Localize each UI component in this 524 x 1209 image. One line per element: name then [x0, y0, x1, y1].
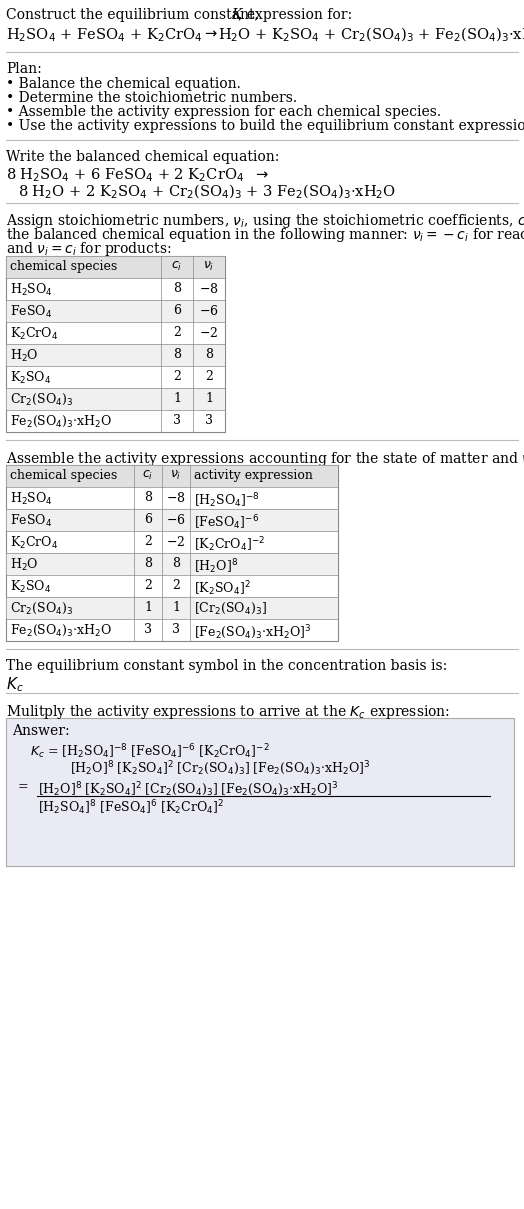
Text: K$_2$CrO$_4$: K$_2$CrO$_4$	[10, 326, 58, 342]
Text: Fe$_2$(SO$_4$)$_3$$\cdot$xH$_2$O: Fe$_2$(SO$_4$)$_3$$\cdot$xH$_2$O	[10, 623, 112, 638]
Text: [Fe$_2$(SO$_4$)$_3$$\cdot$xH$_2$O]$^3$: [Fe$_2$(SO$_4$)$_3$$\cdot$xH$_2$O]$^3$	[194, 623, 312, 641]
Text: K$_2$CrO$_4$: K$_2$CrO$_4$	[10, 536, 58, 551]
Text: Assign stoichiometric numbers, $\nu_i$, using the stoichiometric coefficients, $: Assign stoichiometric numbers, $\nu_i$, …	[6, 212, 524, 230]
Text: 8: 8	[173, 348, 181, 361]
Text: $c_i$: $c_i$	[171, 260, 183, 273]
Text: 2: 2	[144, 579, 152, 592]
Text: 6: 6	[144, 513, 152, 526]
Text: $-$2: $-$2	[200, 326, 219, 340]
Text: H$_2$SO$_4$: H$_2$SO$_4$	[10, 282, 53, 299]
Text: [FeSO$_4$]$^{-6}$: [FeSO$_4$]$^{-6}$	[194, 513, 259, 532]
Text: 2: 2	[173, 370, 181, 383]
Text: H$_2$SO$_4$ + FeSO$_4$ + K$_2$CrO$_4$: H$_2$SO$_4$ + FeSO$_4$ + K$_2$CrO$_4$	[6, 27, 202, 44]
Text: 2: 2	[173, 326, 181, 339]
Bar	[6, 256, 225, 432]
Text: 1: 1	[205, 392, 213, 405]
Text: FeSO$_4$: FeSO$_4$	[10, 303, 52, 320]
Text: 1: 1	[173, 392, 181, 405]
Text: [H$_2$O]$^8$: [H$_2$O]$^8$	[194, 557, 238, 575]
Text: 8: 8	[144, 491, 152, 504]
Text: 1: 1	[172, 601, 180, 614]
Text: [K$_2$CrO$_4$]$^{-2}$: [K$_2$CrO$_4$]$^{-2}$	[194, 536, 265, 554]
Text: 8: 8	[205, 348, 213, 361]
Text: 2: 2	[172, 579, 180, 592]
Text: [K$_2$SO$_4$]$^2$: [K$_2$SO$_4$]$^2$	[194, 579, 250, 597]
Text: Construct the equilibrium constant,: Construct the equilibrium constant,	[6, 8, 263, 22]
Text: 8 H$_2$SO$_4$ + 6 FeSO$_4$ + 2 K$_2$CrO$_4$  $\rightarrow$: 8 H$_2$SO$_4$ + 6 FeSO$_4$ + 2 K$_2$CrO$…	[6, 166, 269, 184]
Text: , expression for:: , expression for:	[238, 8, 352, 22]
Text: • Determine the stoichiometric numbers.: • Determine the stoichiometric numbers.	[6, 91, 297, 105]
Bar	[6, 509, 338, 531]
Text: K: K	[231, 8, 242, 22]
Bar	[6, 597, 338, 619]
Text: chemical species: chemical species	[10, 469, 117, 482]
Text: K$_2$SO$_4$: K$_2$SO$_4$	[10, 579, 51, 595]
Text: the balanced chemical equation in the following manner: $\nu_i = -c_i$ for react: the balanced chemical equation in the fo…	[6, 226, 524, 244]
Text: 2: 2	[205, 370, 213, 383]
Text: 2: 2	[144, 536, 152, 548]
Text: Cr$_2$(SO$_4$)$_3$: Cr$_2$(SO$_4$)$_3$	[10, 392, 73, 407]
Text: H$_2$O + K$_2$SO$_4$ + Cr$_2$(SO$_4$)$_3$ + Fe$_2$(SO$_4$)$_3$$\cdot$xH$_2$O: H$_2$O + K$_2$SO$_4$ + Cr$_2$(SO$_4$)$_3…	[218, 27, 524, 45]
Bar	[6, 256, 225, 278]
Text: [H$_2$O]$^8$ [K$_2$SO$_4$]$^2$ [Cr$_2$(SO$_4$)$_3$] [Fe$_2$(SO$_4$)$_3$$\cdot$xH: [H$_2$O]$^8$ [K$_2$SO$_4$]$^2$ [Cr$_2$(S…	[70, 759, 370, 777]
Text: =: =	[18, 780, 29, 793]
Text: 6: 6	[173, 303, 181, 317]
Text: 3: 3	[172, 623, 180, 636]
Text: chemical species: chemical species	[10, 260, 117, 273]
Text: 3: 3	[173, 413, 181, 427]
Bar	[6, 718, 514, 866]
Text: Write the balanced chemical equation:: Write the balanced chemical equation:	[6, 150, 279, 164]
Text: Mulitply the activity expressions to arrive at the $K_c$ expression:: Mulitply the activity expressions to arr…	[6, 702, 450, 721]
Text: $-$6: $-$6	[199, 303, 219, 318]
Bar	[6, 465, 338, 487]
Text: The equilibrium constant symbol in the concentration basis is:: The equilibrium constant symbol in the c…	[6, 659, 447, 673]
Text: [H$_2$O]$^8$ [K$_2$SO$_4$]$^2$ [Cr$_2$(SO$_4$)$_3$] [Fe$_2$(SO$_4$)$_3$$\cdot$xH: [H$_2$O]$^8$ [K$_2$SO$_4$]$^2$ [Cr$_2$(S…	[38, 780, 339, 798]
Text: $-$2: $-$2	[167, 536, 185, 549]
Text: $\rightarrow$: $\rightarrow$	[202, 27, 219, 40]
Text: $-$8: $-$8	[166, 491, 186, 505]
Text: Assemble the activity expressions accounting for the state of matter and $\nu_i$: Assemble the activity expressions accoun…	[6, 450, 524, 468]
Text: 8: 8	[172, 557, 180, 569]
Bar	[6, 345, 225, 366]
Text: [H$_2$SO$_4$]$^{-8}$: [H$_2$SO$_4$]$^{-8}$	[194, 491, 260, 510]
Text: $K_c$ = [H$_2$SO$_4$]$^{-8}$ [FeSO$_4$]$^{-6}$ [K$_2$CrO$_4$]$^{-2}$: $K_c$ = [H$_2$SO$_4$]$^{-8}$ [FeSO$_4$]$…	[30, 742, 270, 760]
Text: [H$_2$SO$_4$]$^8$ [FeSO$_4$]$^6$ [K$_2$CrO$_4$]$^2$: [H$_2$SO$_4$]$^8$ [FeSO$_4$]$^6$ [K$_2$C…	[38, 798, 224, 817]
Bar	[6, 553, 338, 575]
Text: Answer:: Answer:	[12, 724, 70, 737]
Text: H$_2$SO$_4$: H$_2$SO$_4$	[10, 491, 53, 507]
Text: K$_2$SO$_4$: K$_2$SO$_4$	[10, 370, 51, 386]
Text: • Balance the chemical equation.: • Balance the chemical equation.	[6, 77, 241, 91]
Text: $\nu_i$: $\nu_i$	[203, 260, 215, 273]
Text: 3: 3	[205, 413, 213, 427]
Text: $-$6: $-$6	[166, 513, 186, 527]
Text: FeSO$_4$: FeSO$_4$	[10, 513, 52, 530]
Text: • Assemble the activity expression for each chemical species.: • Assemble the activity expression for e…	[6, 105, 441, 118]
Text: H$_2$O: H$_2$O	[10, 557, 39, 573]
Text: $K_c$: $K_c$	[6, 675, 24, 694]
Text: • Use the activity expressions to build the equilibrium constant expression.: • Use the activity expressions to build …	[6, 118, 524, 133]
Bar	[6, 388, 225, 410]
Text: and $\nu_i = c_i$ for products:: and $\nu_i = c_i$ for products:	[6, 241, 171, 258]
Text: activity expression: activity expression	[194, 469, 313, 482]
Bar	[6, 465, 338, 641]
Text: $-$8: $-$8	[199, 282, 219, 296]
Text: 8: 8	[144, 557, 152, 569]
Text: $c_i$: $c_i$	[143, 469, 154, 482]
Text: Cr$_2$(SO$_4$)$_3$: Cr$_2$(SO$_4$)$_3$	[10, 601, 73, 617]
Text: 1: 1	[144, 601, 152, 614]
Text: Plan:: Plan:	[6, 62, 42, 76]
Text: Fe$_2$(SO$_4$)$_3$$\cdot$xH$_2$O: Fe$_2$(SO$_4$)$_3$$\cdot$xH$_2$O	[10, 413, 112, 429]
Text: 3: 3	[144, 623, 152, 636]
Text: H$_2$O: H$_2$O	[10, 348, 39, 364]
Text: $\nu_i$: $\nu_i$	[170, 469, 182, 482]
Text: 8: 8	[173, 282, 181, 295]
Text: 8 H$_2$O + 2 K$_2$SO$_4$ + Cr$_2$(SO$_4$)$_3$ + 3 Fe$_2$(SO$_4$)$_3$$\cdot$xH$_2: 8 H$_2$O + 2 K$_2$SO$_4$ + Cr$_2$(SO$_4$…	[18, 183, 396, 202]
Bar	[6, 300, 225, 322]
Text: [Cr$_2$(SO$_4$)$_3$]: [Cr$_2$(SO$_4$)$_3$]	[194, 601, 267, 617]
